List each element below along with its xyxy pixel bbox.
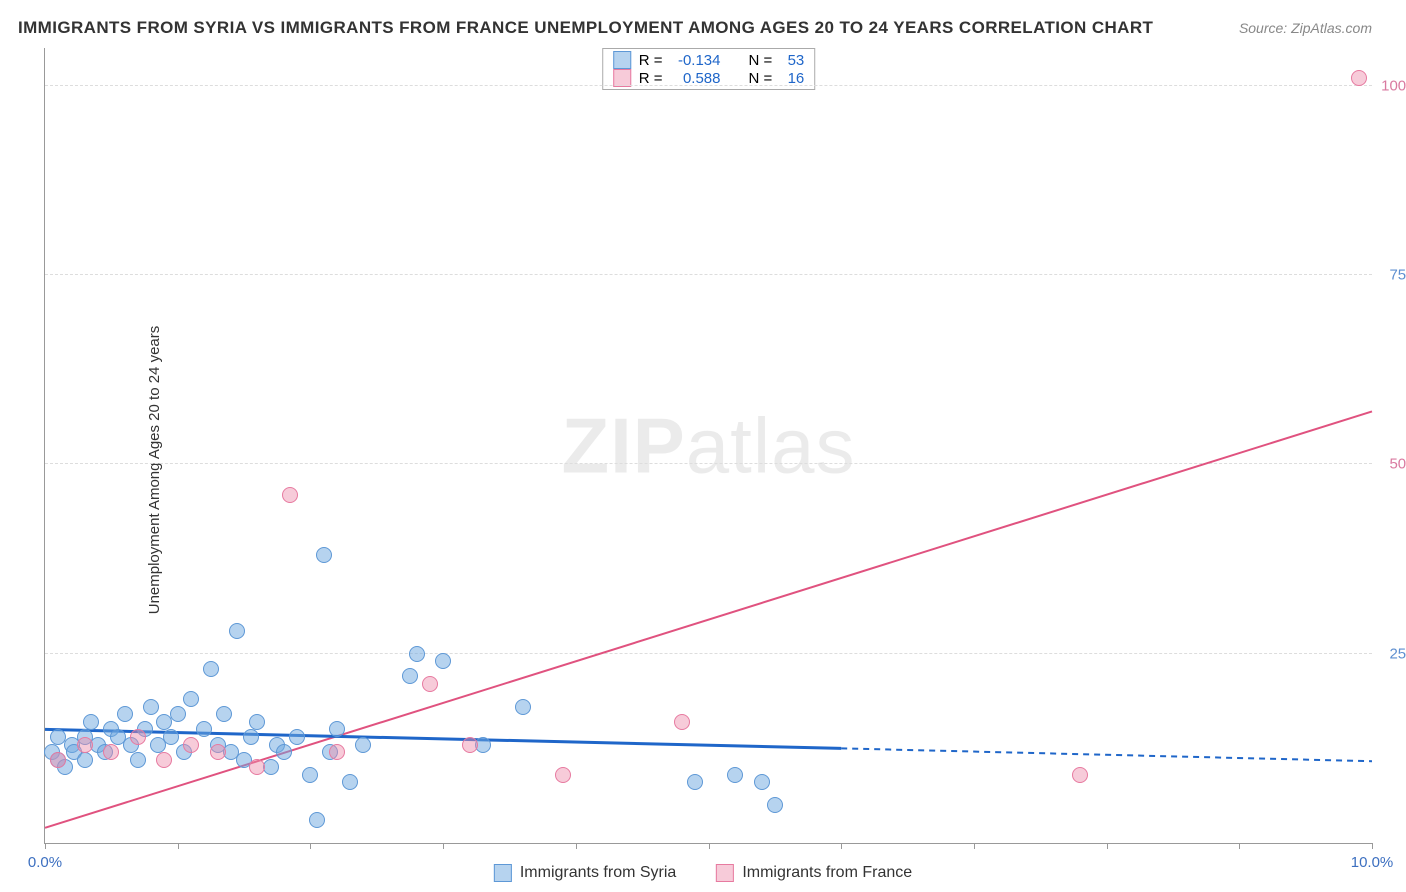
plot-area: ZIPatlas R = -0.134 N = 53 R = 0.588 N =… (44, 48, 1372, 844)
data-point (83, 714, 99, 730)
data-point (309, 812, 325, 828)
x-tick-mark (576, 843, 577, 849)
trend-overlay (45, 48, 1372, 843)
data-point (515, 699, 531, 715)
data-point (216, 706, 232, 722)
data-point (77, 752, 93, 768)
data-point (767, 797, 783, 813)
source-attribution: Source: ZipAtlas.com (1239, 20, 1372, 36)
data-point (229, 623, 245, 639)
data-point (130, 752, 146, 768)
data-point (289, 729, 305, 745)
data-point (342, 774, 358, 790)
x-tick-mark (443, 843, 444, 849)
x-tick-mark (1239, 843, 1240, 849)
data-point (170, 706, 186, 722)
data-point (329, 744, 345, 760)
data-point (77, 737, 93, 753)
data-point (687, 774, 703, 790)
chart-container: Unemployment Among Ages 20 to 24 years Z… (0, 48, 1406, 892)
legend-label-a: Immigrants from Syria (520, 864, 676, 882)
data-point (727, 767, 743, 783)
x-tick-label: 10.0% (1351, 854, 1394, 871)
data-point (156, 752, 172, 768)
data-point (402, 668, 418, 684)
legend-item-b: Immigrants from France (716, 864, 912, 882)
y-tick-label: 75.0% (1377, 267, 1406, 284)
data-point (117, 706, 133, 722)
x-tick-mark (178, 843, 179, 849)
data-point (249, 714, 265, 730)
data-point (409, 646, 425, 662)
y-tick-label: 50.0% (1377, 456, 1406, 473)
data-point (143, 699, 159, 715)
legend-label-b: Immigrants from France (742, 864, 912, 882)
y-tick-label: 25.0% (1377, 645, 1406, 662)
x-tick-mark (841, 843, 842, 849)
data-point (435, 653, 451, 669)
x-tick-mark (45, 843, 46, 849)
data-point (674, 714, 690, 730)
data-point (210, 744, 226, 760)
x-tick-mark (310, 843, 311, 849)
x-tick-mark (1372, 843, 1373, 849)
data-point (183, 691, 199, 707)
trend-line (841, 748, 1372, 761)
x-tick-label: 0.0% (28, 854, 62, 871)
data-point (316, 547, 332, 563)
chart-title: IMMIGRANTS FROM SYRIA VS IMMIGRANTS FROM… (18, 18, 1153, 38)
data-point (355, 737, 371, 753)
data-point (249, 759, 265, 775)
data-point (754, 774, 770, 790)
data-point (329, 721, 345, 737)
data-point (422, 676, 438, 692)
legend-item-a: Immigrants from Syria (494, 864, 676, 882)
data-point (1072, 767, 1088, 783)
data-point (462, 737, 478, 753)
data-point (50, 752, 66, 768)
swatch-series-b (716, 864, 734, 882)
x-tick-mark (1107, 843, 1108, 849)
data-point (282, 487, 298, 503)
x-tick-mark (709, 843, 710, 849)
data-point (555, 767, 571, 783)
x-tick-mark (974, 843, 975, 849)
swatch-series-a (494, 864, 512, 882)
data-point (302, 767, 318, 783)
data-point (183, 737, 199, 753)
data-point (103, 744, 119, 760)
data-point (163, 729, 179, 745)
data-point (1351, 70, 1367, 86)
data-point (203, 661, 219, 677)
y-tick-label: 100.0% (1377, 77, 1406, 94)
data-point (276, 744, 292, 760)
data-point (130, 729, 146, 745)
data-point (243, 729, 259, 745)
bottom-legend: Immigrants from Syria Immigrants from Fr… (494, 864, 912, 882)
data-point (196, 721, 212, 737)
